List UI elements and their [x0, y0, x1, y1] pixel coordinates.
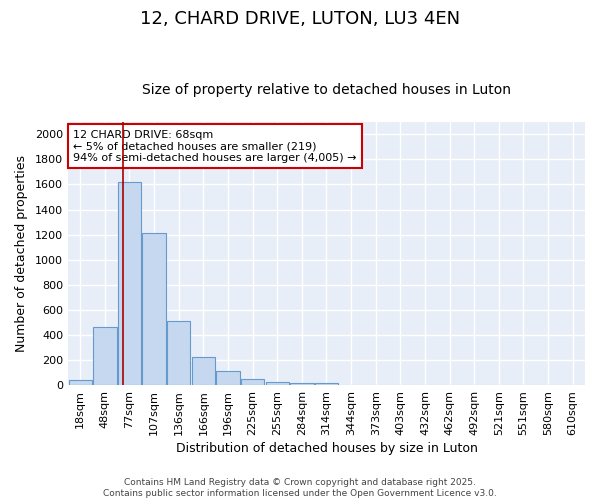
X-axis label: Distribution of detached houses by size in Luton: Distribution of detached houses by size …	[176, 442, 478, 455]
Bar	[216, 372, 239, 385]
Bar	[290, 383, 314, 385]
Bar	[167, 321, 190, 385]
Title: Size of property relative to detached houses in Luton: Size of property relative to detached ho…	[142, 83, 511, 97]
Bar	[241, 380, 264, 385]
Text: 12, CHARD DRIVE, LUTON, LU3 4EN: 12, CHARD DRIVE, LUTON, LU3 4EN	[140, 10, 460, 28]
Bar	[93, 328, 116, 385]
Bar	[315, 382, 338, 385]
Bar	[266, 382, 289, 385]
Text: Contains HM Land Registry data © Crown copyright and database right 2025.
Contai: Contains HM Land Registry data © Crown c…	[103, 478, 497, 498]
Y-axis label: Number of detached properties: Number of detached properties	[15, 155, 28, 352]
Bar	[142, 234, 166, 385]
Bar	[118, 182, 141, 385]
Bar	[191, 358, 215, 385]
Bar	[68, 380, 92, 385]
Text: 12 CHARD DRIVE: 68sqm
← 5% of detached houses are smaller (219)
94% of semi-deta: 12 CHARD DRIVE: 68sqm ← 5% of detached h…	[73, 130, 356, 163]
